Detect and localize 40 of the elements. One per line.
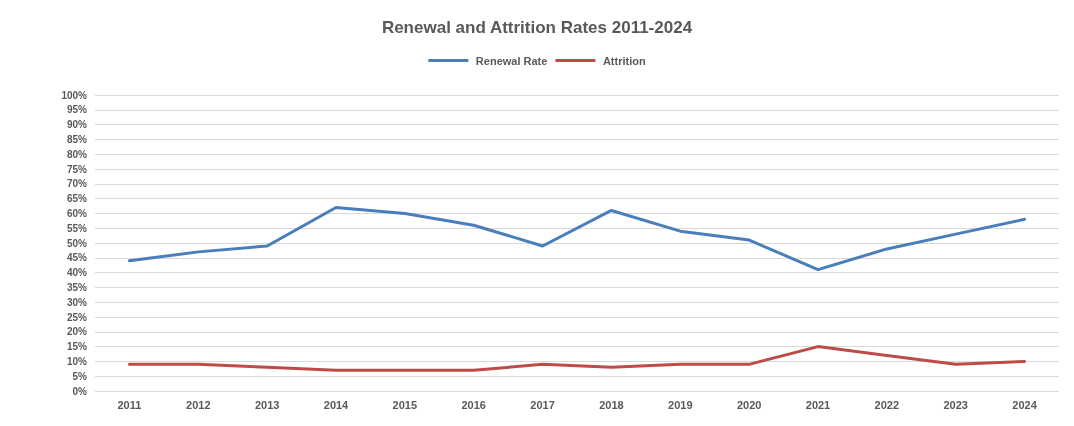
y-tick-label: 20% [66,326,88,338]
y-tick-label: 25% [66,311,88,323]
line-series [127,345,1027,372]
legend-label: Renewal Rate [475,54,548,67]
line-series [127,205,1027,272]
y-tick-label: 5% [72,370,88,382]
x-tick-label: 2023 [943,398,968,411]
y-tick-label: 100% [61,89,88,101]
y-tick-label: 80% [66,148,88,160]
y-tick-label: 60% [66,207,88,219]
y-tick-label: 40% [66,267,88,279]
x-tick-label: 2020 [736,398,762,411]
x-tick-label: 2022 [874,398,900,411]
x-tick-label: 2018 [599,398,624,411]
y-tick-label: 55% [66,222,88,234]
y-tick-label: 0% [72,385,88,397]
y-tick-label: 35% [66,281,88,293]
y-tick-label: 30% [66,296,88,308]
y-tick-label: 90% [66,119,88,131]
y-tick-label: 50% [66,237,88,249]
x-tick-label: 2011 [117,398,142,411]
y-tick-label: 85% [66,133,88,145]
y-tick-label: 10% [66,355,88,367]
y-tick-label: 95% [66,104,88,116]
x-tick-label: 2017 [530,398,555,411]
y-tick-label: 70% [66,178,88,190]
x-tick-label: 2016 [461,398,486,411]
x-tick-label: 2014 [323,398,350,411]
legend-label: Attrition [602,54,646,67]
y-tick-label: 15% [66,341,88,353]
x-tick-label: 2015 [392,398,418,411]
chart-title: Renewal and Attrition Rates 2011-2024 [381,18,693,37]
x-tick-label: 2019 [668,398,693,411]
y-tick-label: 75% [66,163,88,175]
x-tick-label: 2013 [254,398,280,411]
x-tick-label: 2012 [186,398,211,411]
x-tick-label: 2024 [1012,398,1038,411]
y-tick-label: 65% [66,193,88,205]
x-tick-label: 2021 [805,398,831,411]
y-tick-label: 45% [66,252,88,264]
